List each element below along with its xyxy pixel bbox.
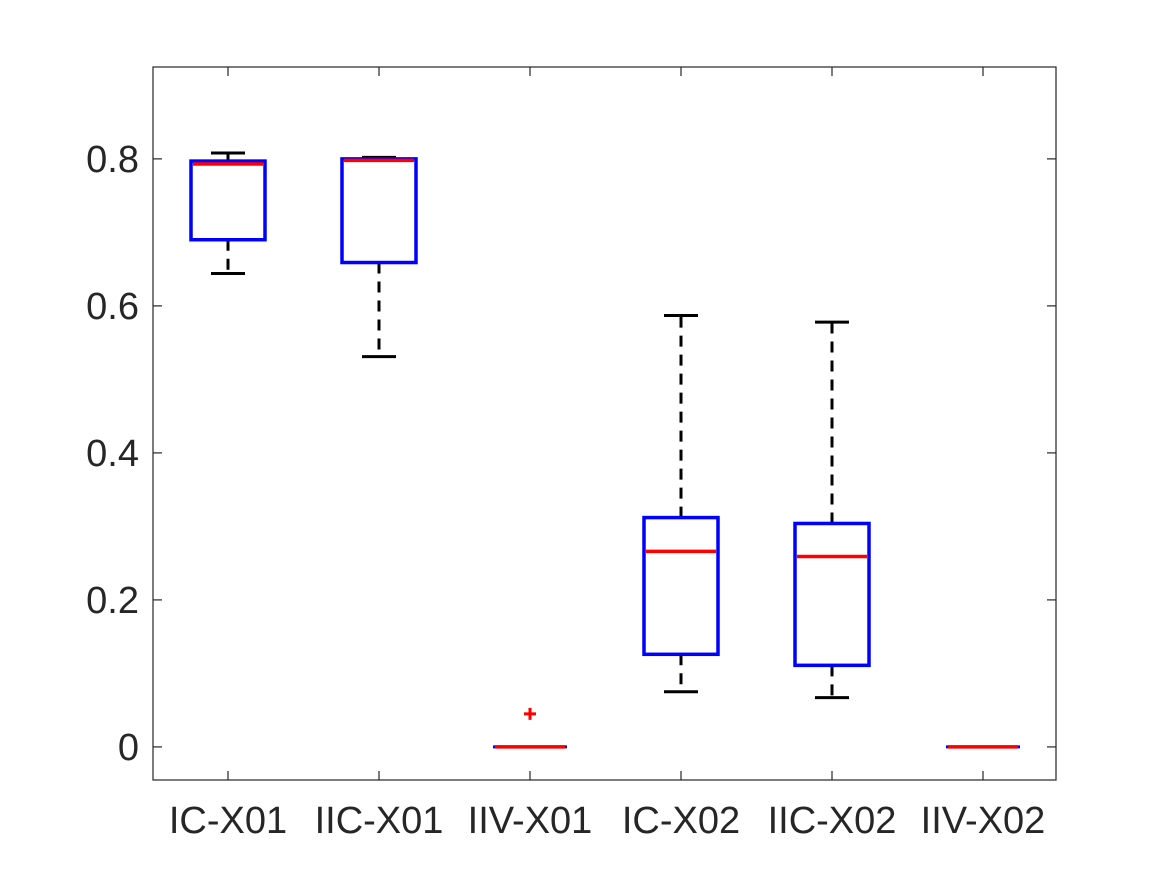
y-axis: 0 0.2 0.4 0.6 0.8 xyxy=(86,139,1056,769)
y-tick-label: 0 xyxy=(118,727,139,769)
y-tick-label: 0.8 xyxy=(86,139,139,181)
y-tick-label: 0.4 xyxy=(86,433,139,475)
x-tick-label: IIC-X02 xyxy=(768,800,897,842)
x-axis: IC-X01 IIC-X01 IIV-X01 IC-X02 IIC-X02 IIV-X02 xyxy=(169,67,1045,842)
y-tick-label: 0.2 xyxy=(86,580,139,622)
box-iic-x02 xyxy=(793,320,871,700)
x-tick-label: IC-X02 xyxy=(622,800,740,842)
iqr-box xyxy=(793,521,871,668)
outlier-marker xyxy=(524,707,536,720)
y-tick-label: 0.6 xyxy=(86,286,139,328)
x-tick-label: IIC-X01 xyxy=(315,800,444,842)
x-tick-label: IC-X01 xyxy=(169,800,287,842)
iqr-box xyxy=(189,159,267,242)
box-series xyxy=(189,151,1020,749)
iqr-box xyxy=(642,515,720,657)
box-iic-x01 xyxy=(340,155,418,359)
box-ic-x01 xyxy=(189,151,267,276)
x-tick-label: IIV-X01 xyxy=(468,800,593,842)
x-tick-label: IIV-X02 xyxy=(921,800,1046,842)
plot-area xyxy=(152,66,1057,781)
box-iiv-x01 xyxy=(493,707,567,749)
box-ic-x02 xyxy=(642,313,720,694)
